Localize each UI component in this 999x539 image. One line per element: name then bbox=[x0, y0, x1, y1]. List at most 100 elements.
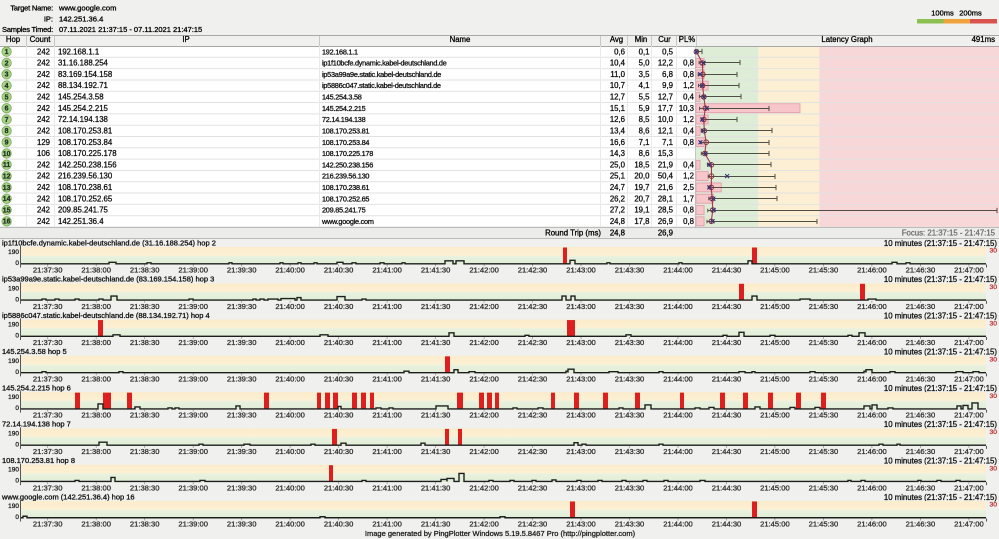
svg-text:21:43:00: 21:43:00 bbox=[566, 266, 596, 275]
svg-text:5,0: 5,0 bbox=[639, 59, 651, 68]
svg-text:4,1: 4,1 bbox=[639, 81, 650, 90]
svg-text:108.170.253.81 hop 8: 108.170.253.81 hop 8 bbox=[2, 456, 75, 465]
svg-text:21:39:30: 21:39:30 bbox=[227, 411, 257, 420]
svg-text:21:43:00: 21:43:00 bbox=[566, 302, 596, 311]
svg-text:242: 242 bbox=[37, 70, 50, 79]
svg-text:190: 190 bbox=[8, 249, 19, 256]
svg-text:10 minutes (21:37:15 - 21:47:1: 10 minutes (21:37:15 - 21:47:15) bbox=[884, 348, 998, 357]
svg-text:0,4: 0,4 bbox=[683, 160, 695, 169]
svg-text:21:40:30: 21:40:30 bbox=[324, 338, 354, 347]
svg-text:9: 9 bbox=[5, 140, 9, 147]
svg-text:26,9: 26,9 bbox=[658, 217, 673, 226]
svg-text:0: 0 bbox=[15, 369, 19, 376]
svg-text:21:39:30: 21:39:30 bbox=[227, 520, 257, 529]
svg-text:21:41:00: 21:41:00 bbox=[372, 374, 402, 383]
svg-text:5,9: 5,9 bbox=[639, 104, 650, 113]
svg-text:108.170.253.81: 108.170.253.81 bbox=[58, 126, 112, 135]
svg-text:21,6: 21,6 bbox=[658, 183, 673, 192]
svg-text:21:43:00: 21:43:00 bbox=[566, 520, 596, 529]
svg-text:9,9: 9,9 bbox=[662, 81, 673, 90]
svg-text:10 minutes (21:37:15 - 21:47:1: 10 minutes (21:37:15 - 21:47:15) bbox=[884, 311, 998, 320]
svg-text:145.254.2.215: 145.254.2.215 bbox=[322, 104, 366, 113]
svg-text:21:45:30: 21:45:30 bbox=[809, 447, 839, 456]
svg-text:21:41:00: 21:41:00 bbox=[372, 266, 402, 275]
svg-text:21:37:30: 21:37:30 bbox=[33, 520, 63, 529]
svg-text:0,4: 0,4 bbox=[683, 126, 695, 135]
svg-text:Latency Graph: Latency Graph bbox=[821, 35, 872, 44]
svg-text:21:38:00: 21:38:00 bbox=[81, 374, 111, 383]
svg-text:100ms: 100ms bbox=[931, 9, 954, 18]
svg-text:0,1: 0,1 bbox=[639, 47, 650, 56]
svg-text:21:39:30: 21:39:30 bbox=[227, 447, 257, 456]
svg-text:0,6: 0,6 bbox=[614, 47, 625, 56]
svg-text:21:46:30: 21:46:30 bbox=[906, 447, 936, 456]
svg-text:145.254.3.58 hop 5: 145.254.3.58 hop 5 bbox=[2, 347, 67, 356]
svg-text:0,8: 0,8 bbox=[683, 59, 694, 68]
svg-text:21:40:00: 21:40:00 bbox=[275, 338, 305, 347]
svg-text:21:41:00: 21:41:00 bbox=[372, 447, 402, 456]
svg-text:142.251.36.4: 142.251.36.4 bbox=[58, 217, 104, 226]
svg-text:Round Trip (ms): Round Trip (ms) bbox=[545, 229, 601, 238]
svg-text:21:38:30: 21:38:30 bbox=[130, 302, 160, 311]
svg-text:0: 0 bbox=[15, 333, 19, 340]
svg-text:0,8: 0,8 bbox=[683, 138, 694, 147]
svg-text:21:45:00: 21:45:00 bbox=[760, 338, 790, 347]
svg-text:21:46:30: 21:46:30 bbox=[906, 483, 936, 492]
svg-text:21:39:30: 21:39:30 bbox=[227, 374, 257, 383]
svg-text:21:40:30: 21:40:30 bbox=[324, 266, 354, 275]
svg-text:21:39:30: 21:39:30 bbox=[227, 302, 257, 311]
svg-text:190: 190 bbox=[8, 285, 19, 292]
svg-text:108.170.238.61: 108.170.238.61 bbox=[58, 183, 112, 192]
svg-text:21:47:00: 21:47:00 bbox=[954, 411, 984, 420]
svg-text:0: 0 bbox=[15, 441, 19, 448]
svg-text:21:47:00: 21:47:00 bbox=[954, 338, 984, 347]
svg-text:21:44:30: 21:44:30 bbox=[712, 302, 742, 311]
svg-text:21:42:30: 21:42:30 bbox=[518, 302, 548, 311]
svg-text:21:47:00: 21:47:00 bbox=[954, 266, 984, 275]
svg-text:21:46:30: 21:46:30 bbox=[906, 266, 936, 275]
svg-text:21:39:30: 21:39:30 bbox=[227, 266, 257, 275]
svg-text:21:43:00: 21:43:00 bbox=[566, 411, 596, 420]
svg-text:21:42:30: 21:42:30 bbox=[518, 483, 548, 492]
svg-text:50,4: 50,4 bbox=[658, 172, 674, 181]
svg-text:242: 242 bbox=[37, 47, 50, 56]
svg-text:242: 242 bbox=[37, 93, 50, 102]
svg-text:21:38:00: 21:38:00 bbox=[81, 483, 111, 492]
svg-text:28,1: 28,1 bbox=[658, 194, 673, 203]
svg-text:21:42:00: 21:42:00 bbox=[469, 302, 499, 311]
svg-text:19,7: 19,7 bbox=[634, 183, 649, 192]
svg-text:21:43:30: 21:43:30 bbox=[615, 266, 645, 275]
svg-text:190: 190 bbox=[8, 322, 19, 329]
svg-text:21:39:00: 21:39:00 bbox=[178, 338, 208, 347]
svg-text:0: 0 bbox=[15, 478, 19, 485]
svg-text:30: 30 bbox=[989, 393, 997, 400]
svg-text:21:41:30: 21:41:30 bbox=[421, 266, 451, 275]
svg-text:129: 129 bbox=[37, 138, 50, 147]
svg-text:Name: Name bbox=[450, 35, 471, 44]
svg-text:10: 10 bbox=[3, 151, 11, 158]
svg-text:108.170.252.65: 108.170.252.65 bbox=[322, 194, 369, 203]
svg-text:21:39:00: 21:39:00 bbox=[178, 483, 208, 492]
svg-text:21:44:30: 21:44:30 bbox=[712, 411, 742, 420]
svg-text:21:44:00: 21:44:00 bbox=[663, 266, 693, 275]
svg-text:21:37:30: 21:37:30 bbox=[33, 447, 63, 456]
svg-text:192.168.1.1: 192.168.1.1 bbox=[58, 47, 99, 56]
svg-text:21:45:00: 21:45:00 bbox=[760, 411, 790, 420]
svg-text:21:38:00: 21:38:00 bbox=[81, 266, 111, 275]
svg-text:21:45:00: 21:45:00 bbox=[760, 374, 790, 383]
svg-text:0: 0 bbox=[15, 405, 19, 412]
svg-text:190: 190 bbox=[8, 394, 19, 401]
svg-text:11: 11 bbox=[3, 162, 11, 169]
svg-text:PL%: PL% bbox=[679, 35, 696, 44]
svg-text:21:41:30: 21:41:30 bbox=[421, 302, 451, 311]
svg-text:3: 3 bbox=[5, 72, 9, 79]
svg-text:21:42:00: 21:42:00 bbox=[469, 374, 499, 383]
svg-text:21:42:30: 21:42:30 bbox=[518, 520, 548, 529]
svg-text:6: 6 bbox=[5, 106, 9, 113]
svg-text:21:46:00: 21:46:00 bbox=[857, 266, 887, 275]
svg-text:21:44:30: 21:44:30 bbox=[712, 447, 742, 456]
svg-text:31.16.188.254: 31.16.188.254 bbox=[58, 59, 109, 68]
svg-text:190: 190 bbox=[8, 430, 19, 437]
svg-text:8,5: 8,5 bbox=[639, 115, 651, 124]
svg-text:8: 8 bbox=[5, 128, 9, 135]
